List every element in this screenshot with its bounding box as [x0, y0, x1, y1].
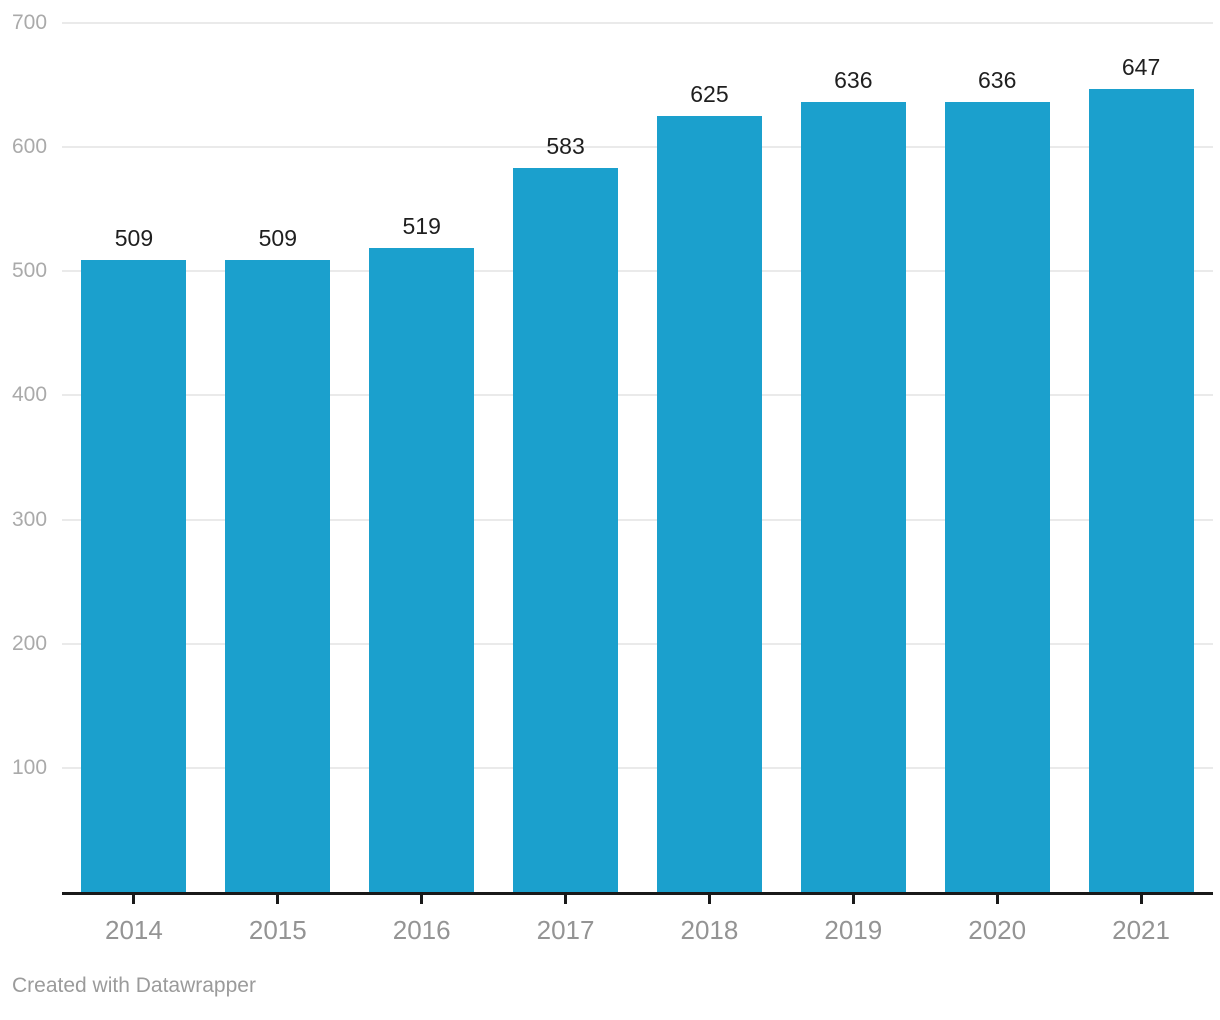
bar-value-label-2014: 509	[114, 225, 154, 252]
x-tick-2017	[564, 895, 568, 904]
x-tick-2021	[1139, 895, 1143, 904]
bar-column-2014: 509	[62, 23, 206, 892]
x-axis-cell-2021: 2021	[1069, 895, 1213, 945]
y-gridline-300	[62, 518, 1213, 521]
bars-row: 509 509 519 583 625 636 636 647	[62, 23, 1213, 892]
x-tick-label-2019: 2019	[824, 915, 883, 945]
bar-2019	[800, 102, 906, 892]
bar-value-label-2019: 636	[834, 67, 873, 94]
bar-value-label-2015: 509	[258, 225, 297, 252]
bar-value-label-2020: 636	[978, 67, 1017, 94]
y-gridline-600	[62, 146, 1213, 149]
y-tick-label-700: 700	[12, 11, 48, 34]
y-tick-label-200: 200	[12, 631, 48, 655]
bar-value-label-2016: 519	[402, 212, 441, 239]
x-tick-2018	[707, 895, 711, 904]
y-tick-label-600: 600	[12, 135, 48, 159]
y-gridline-100	[62, 766, 1213, 769]
bar-column-2017: 583	[494, 23, 638, 892]
y-tick-label-300: 300	[12, 507, 48, 531]
bar-2014	[81, 260, 187, 892]
bar-column-2016: 519	[350, 23, 494, 892]
y-gridline-400	[62, 394, 1213, 397]
bar-2015	[225, 260, 331, 892]
bar-column-2018: 625	[638, 23, 782, 892]
x-axis-cell-2014: 2014	[62, 895, 206, 945]
bar-column-2019: 636	[781, 23, 925, 892]
y-gridline-200	[62, 642, 1213, 645]
bar-value-label-2017: 583	[546, 133, 585, 160]
x-axis-cell-2018: 2018	[638, 895, 782, 945]
bar-column-2020: 636	[925, 23, 1069, 892]
y-gridline-500	[62, 270, 1213, 273]
bar-2018	[656, 116, 762, 892]
x-axis-cell-2015: 2015	[206, 895, 350, 945]
x-axis-cell-2020: 2020	[925, 895, 1069, 945]
x-tick-label-2021: 2021	[1112, 915, 1170, 945]
bar-2021	[1088, 88, 1194, 892]
y-gridline-700	[62, 22, 1213, 24]
x-tick-2019	[851, 895, 855, 904]
x-axis-cell-2016: 2016	[350, 895, 494, 945]
bar-column-2021: 647	[1069, 23, 1213, 892]
x-tick-label-2017: 2017	[536, 915, 595, 945]
x-tick-label-2016: 2016	[392, 915, 451, 945]
x-tick-2014	[132, 895, 136, 904]
bar-value-label-2018: 625	[690, 81, 729, 108]
x-axis-cell-2019: 2019	[781, 895, 925, 945]
x-axis-cell-2017: 2017	[494, 895, 638, 945]
x-tick-2020	[995, 895, 999, 904]
x-axis-line	[62, 892, 1213, 895]
x-axis: 2014 2015 2016 2017 2018 2019 2020 2021	[62, 895, 1213, 945]
y-tick-label-100: 100	[12, 755, 48, 779]
bar-2017	[513, 168, 619, 892]
x-tick-label-2020: 2020	[968, 915, 1027, 945]
x-tick-2015	[276, 895, 280, 904]
x-tick-label-2015: 2015	[248, 915, 307, 945]
bar-column-2015: 509	[206, 23, 350, 892]
y-tick-label-400: 400	[12, 383, 48, 407]
x-tick-label-2014: 2014	[105, 915, 163, 945]
bar-2016	[369, 247, 475, 892]
datawrapper-credit-link[interactable]: Created with Datawrapper	[12, 974, 256, 997]
bar-2020	[944, 102, 1050, 892]
x-tick-label-2018: 2018	[680, 915, 739, 945]
y-tick-label-500: 500	[12, 259, 48, 283]
bar-value-label-2021: 647	[1121, 53, 1161, 80]
x-tick-2016	[420, 895, 424, 904]
plot-area: 509 509 519 583 625 636 636 647	[62, 22, 1213, 892]
